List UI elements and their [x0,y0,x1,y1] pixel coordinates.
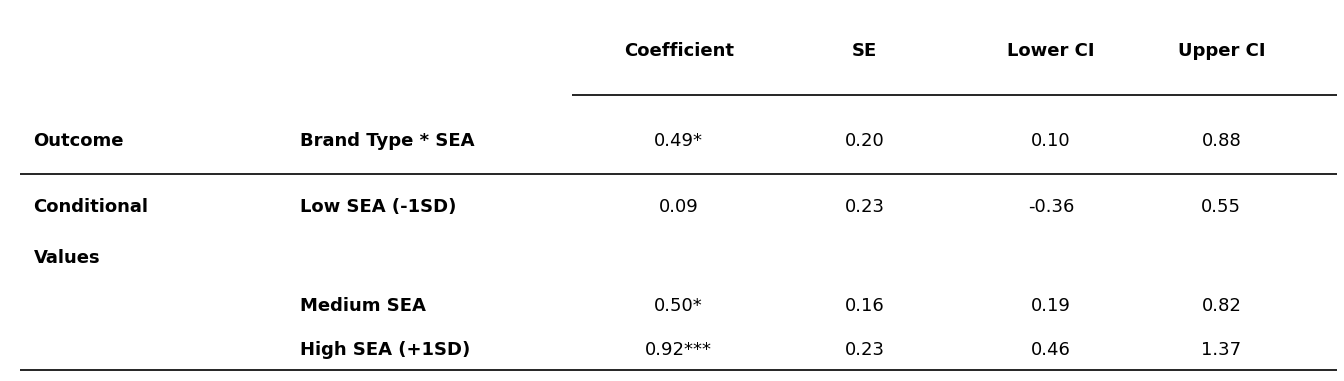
Text: 0.23: 0.23 [845,341,884,359]
Text: 0.09: 0.09 [659,198,699,216]
Text: 0.55: 0.55 [1202,198,1242,216]
Text: 0.20: 0.20 [845,132,884,150]
Text: SE: SE [852,42,878,60]
Text: Medium SEA: Medium SEA [300,297,426,315]
Text: 0.88: 0.88 [1202,132,1242,150]
Text: 0.10: 0.10 [1031,132,1071,150]
Text: 0.50*: 0.50* [655,297,703,315]
Text: Coefficient: Coefficient [624,42,734,60]
Text: 0.23: 0.23 [845,198,884,216]
Text: Values: Values [34,250,101,267]
Text: Upper CI: Upper CI [1177,42,1265,60]
Text: High SEA (+1SD): High SEA (+1SD) [300,341,470,359]
Text: 0.19: 0.19 [1031,297,1071,315]
Text: -0.36: -0.36 [1028,198,1074,216]
Text: 0.82: 0.82 [1202,297,1242,315]
Text: Brand Type * SEA: Brand Type * SEA [300,132,474,150]
Text: 0.92***: 0.92*** [645,341,712,359]
Text: Lower CI: Lower CI [1008,42,1095,60]
Text: Conditional: Conditional [34,198,149,216]
Text: Outcome: Outcome [34,132,124,150]
Text: 0.16: 0.16 [845,297,884,315]
Text: 0.49*: 0.49* [655,132,703,150]
Text: 1.37: 1.37 [1202,341,1242,359]
Text: 0.46: 0.46 [1031,341,1071,359]
Text: Low SEA (-1SD): Low SEA (-1SD) [300,198,456,216]
